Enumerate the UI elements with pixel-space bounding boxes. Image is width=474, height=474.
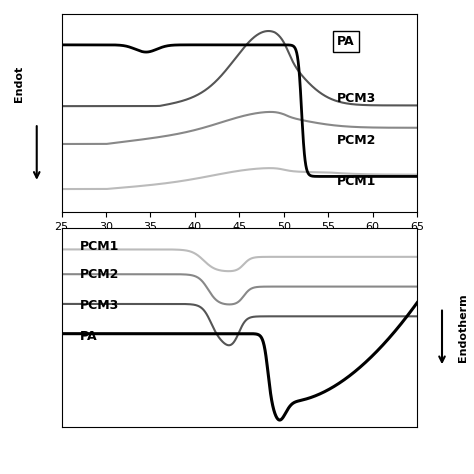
Text: PCM1: PCM1 [337,175,376,188]
Text: PCM2: PCM2 [337,134,376,147]
Text: PA: PA [337,35,355,48]
Text: PCM3: PCM3 [80,299,118,312]
Text: Endotherm: Endotherm [458,293,468,362]
Text: Endot: Endot [14,65,24,102]
Text: PCM3: PCM3 [337,92,376,105]
Text: PCM2: PCM2 [80,268,119,281]
Text: PA: PA [80,329,97,343]
Text: PCM1: PCM1 [80,240,119,254]
X-axis label: Temprature (°C): Temprature (°C) [176,238,302,252]
